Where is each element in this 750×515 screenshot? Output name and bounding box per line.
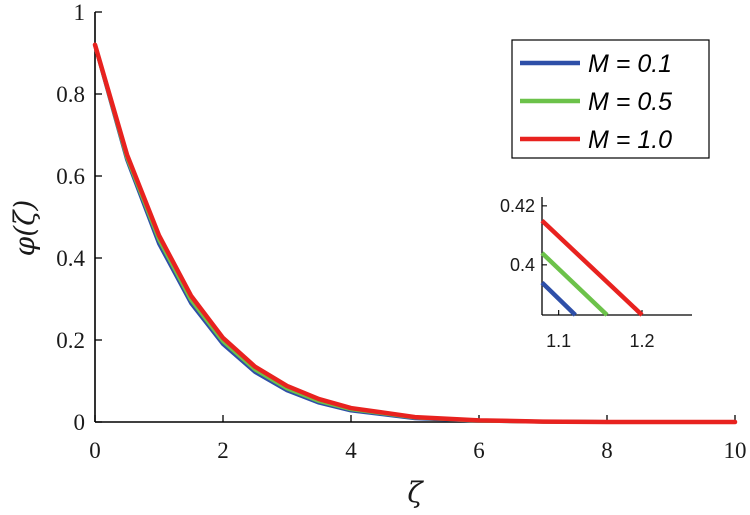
y-tick-label: 0.2 xyxy=(56,328,85,353)
inset-y-tick-label: 0.42 xyxy=(500,196,535,216)
x-tick-label: 4 xyxy=(345,438,357,463)
y-tick-label: 0 xyxy=(74,410,86,435)
y-tick-label: 0.6 xyxy=(56,164,85,189)
x-tick-label: 2 xyxy=(217,438,229,463)
main-plot: 0 2 4 6 8 10 0 0.2 0.4 0.6 0.8 1 xyxy=(56,0,746,463)
series-lines xyxy=(92,42,738,425)
inset-series-line-3 xyxy=(540,218,644,317)
x-tick-label: 8 xyxy=(601,438,613,463)
y-tick-label: 0.8 xyxy=(56,82,85,107)
inset-x-tick-label: 1.1 xyxy=(546,331,571,351)
inset-series-line-1 xyxy=(540,280,577,317)
x-tick-label: 6 xyxy=(473,438,485,463)
y-ticks: 0 0.2 0.4 0.6 0.8 1 xyxy=(56,0,102,435)
y-axis-label: φ(ζ) xyxy=(8,200,41,257)
legend: M = 0.1 M = 0.5 M = 1.0 xyxy=(511,39,710,159)
inset-y-tick-label: 0.4 xyxy=(510,255,535,275)
x-axis-label: ζ xyxy=(407,476,424,509)
y-tick-label: 1 xyxy=(74,0,86,25)
y-tick-label: 0.4 xyxy=(56,246,85,271)
x-tick-label: 10 xyxy=(724,438,747,463)
x-ticks: 0 2 4 6 8 10 xyxy=(89,415,747,463)
inset-x-tick-label: 1.2 xyxy=(629,331,654,351)
inset-plot: 1.1 1.2 0.4 0.42 xyxy=(500,196,692,351)
legend-label: M = 0.5 xyxy=(588,88,672,116)
inset-series-line-2 xyxy=(540,251,609,317)
inset-ticks: 1.1 1.2 0.4 0.42 xyxy=(500,196,655,351)
inset-lines xyxy=(540,218,644,317)
legend-label: M = 0.1 xyxy=(588,50,672,78)
legend-label: M = 1.0 xyxy=(588,126,672,154)
series-line-3 xyxy=(92,42,738,425)
x-tick-label: 0 xyxy=(89,438,101,463)
